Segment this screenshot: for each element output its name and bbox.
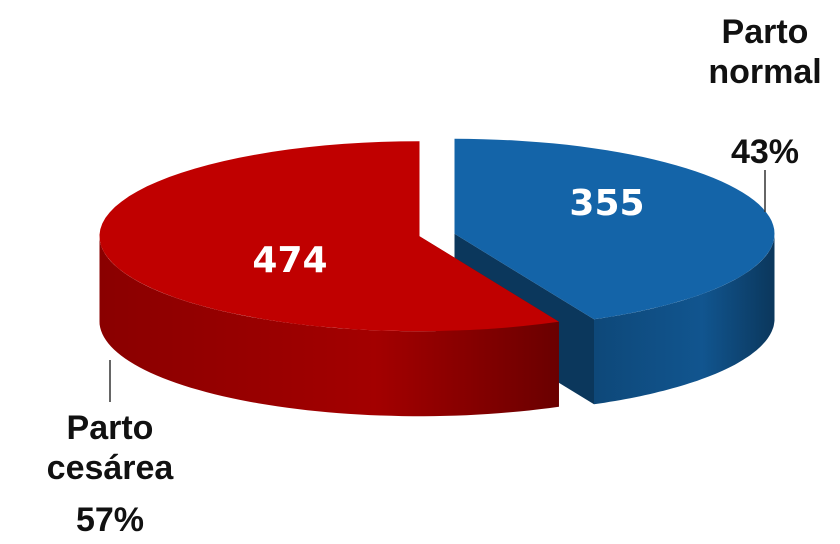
percent-label: 43% xyxy=(730,133,800,171)
slice-side xyxy=(594,233,775,405)
category-label: Parto normal xyxy=(708,13,822,91)
category-label: Parto cesárea xyxy=(46,409,174,487)
slice-side xyxy=(99,236,559,417)
value-label: 474 xyxy=(252,240,327,281)
slice xyxy=(454,138,775,320)
slice xyxy=(99,141,559,332)
percent-label: 57% xyxy=(75,501,145,539)
value-label: 355 xyxy=(569,183,644,224)
